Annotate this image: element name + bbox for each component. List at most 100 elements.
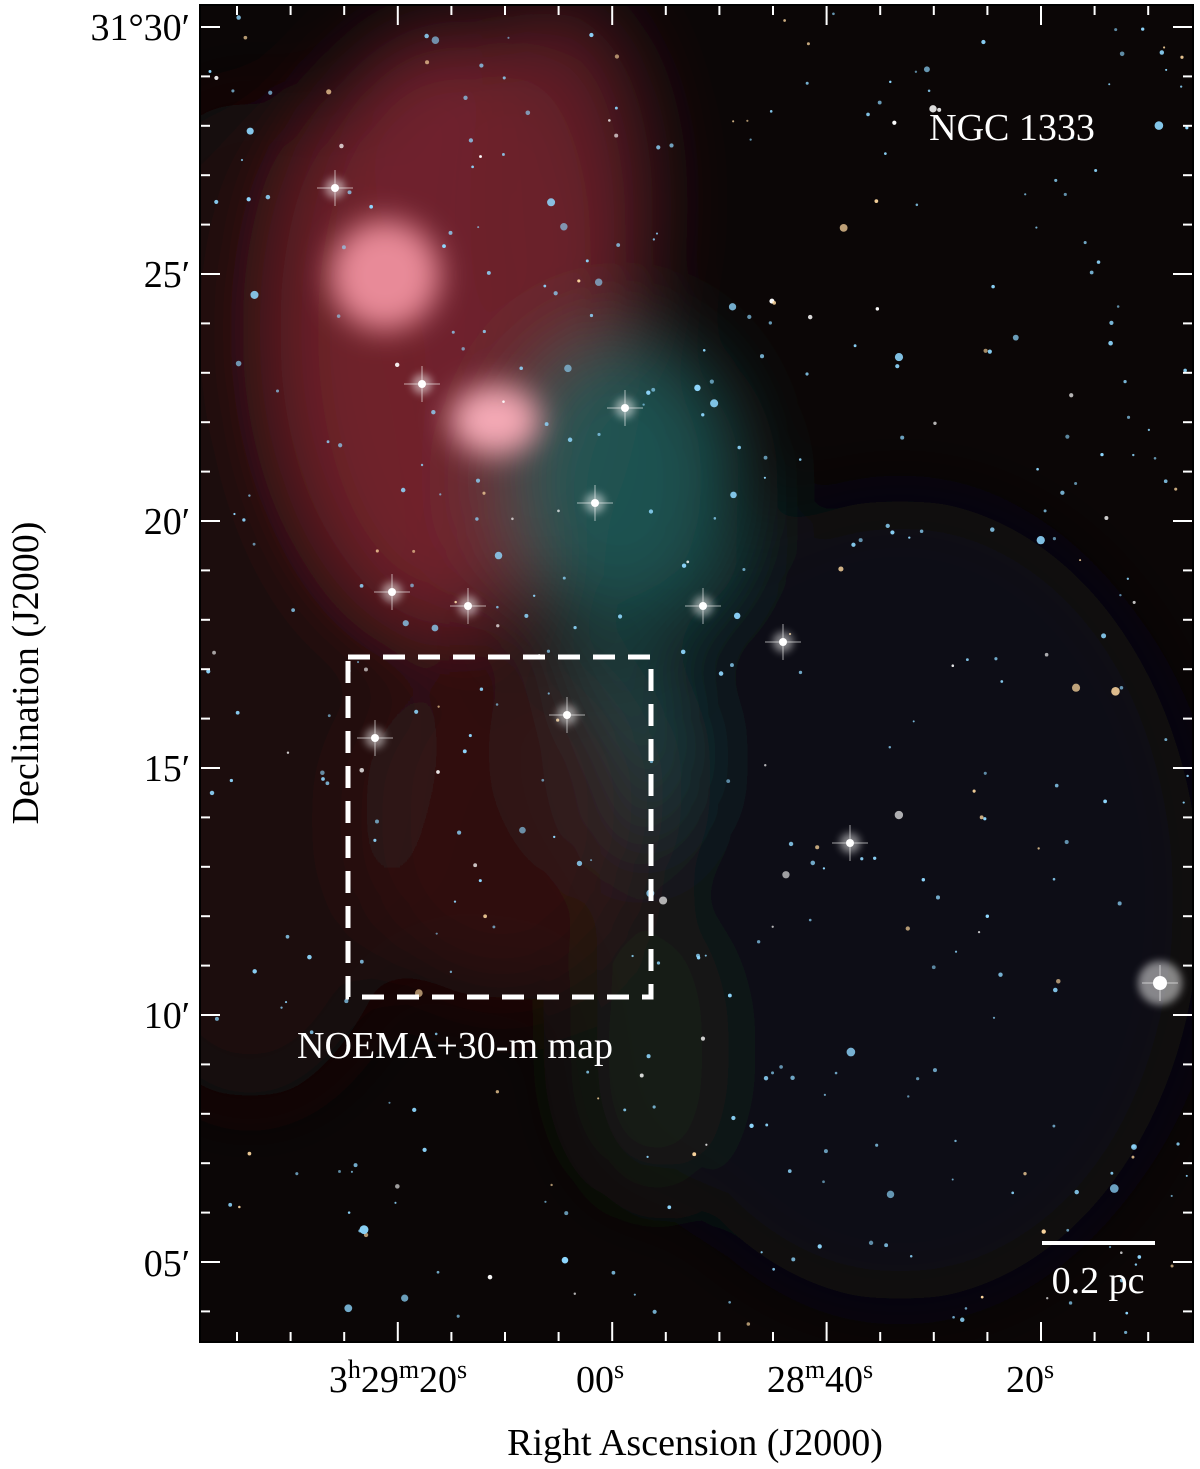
star (1068, 1301, 1073, 1305)
star (718, 671, 724, 676)
x-tick-label-value: 20 (419, 1359, 457, 1401)
ticks (200, 5, 1193, 1342)
star (875, 307, 880, 311)
star (252, 969, 257, 974)
star (1094, 169, 1098, 173)
star (1096, 260, 1101, 264)
star (233, 512, 236, 516)
star-core (699, 602, 707, 610)
star (868, 1240, 874, 1246)
star (937, 107, 942, 112)
nebula (200, 5, 1193, 1300)
star (1108, 340, 1113, 346)
star (810, 860, 816, 866)
y-tick-label: 10′ (144, 995, 190, 1037)
star (981, 39, 986, 45)
x-tick-label-value: 29 (361, 1359, 399, 1401)
star (972, 789, 976, 793)
x-tick-label-value: 3 (329, 1359, 348, 1401)
bright-star (577, 485, 613, 521)
star (908, 536, 911, 539)
star (921, 877, 926, 882)
star-core (464, 602, 472, 610)
star (471, 165, 474, 169)
star-core (591, 499, 599, 507)
star (998, 972, 1003, 977)
star (209, 790, 215, 796)
star (1065, 434, 1070, 439)
star (295, 1172, 299, 1176)
star (791, 1257, 796, 1262)
y-axis-title: Declination (J2000) (5, 522, 47, 825)
star (359, 767, 365, 773)
star (709, 379, 714, 384)
star (964, 1307, 968, 1310)
star (951, 664, 955, 668)
star (669, 143, 674, 148)
star (532, 594, 536, 598)
star (394, 1201, 397, 1204)
star (749, 138, 752, 141)
star (388, 1101, 391, 1104)
star (553, 291, 558, 296)
star (525, 110, 531, 116)
star (327, 714, 331, 718)
x-tick-label-unit: h (348, 1355, 361, 1384)
x-tick-label-unit: s (457, 1355, 467, 1384)
x-tick-label-unit: s (863, 1355, 873, 1384)
star (562, 576, 566, 580)
star-core (779, 638, 787, 646)
star (933, 421, 937, 425)
star (747, 314, 752, 320)
star (495, 1090, 500, 1094)
star (742, 567, 746, 572)
star (567, 437, 573, 443)
star (983, 771, 987, 775)
star (1083, 241, 1087, 245)
star (1186, 774, 1189, 778)
star (235, 710, 240, 715)
star (456, 1314, 460, 1318)
star (560, 223, 568, 231)
star (553, 835, 556, 839)
star (573, 1292, 577, 1295)
star (704, 954, 707, 957)
star (931, 965, 936, 970)
star (1174, 487, 1178, 491)
star (732, 120, 735, 123)
star (495, 703, 499, 706)
star (325, 781, 330, 786)
star (702, 349, 706, 352)
star (875, 1143, 879, 1147)
star (646, 1054, 651, 1059)
star (412, 1107, 417, 1113)
bright-star (357, 720, 393, 756)
star (783, 19, 786, 22)
star (1041, 1229, 1046, 1234)
bright-star (374, 574, 410, 610)
star (1108, 1245, 1112, 1249)
star (652, 238, 656, 241)
star (252, 542, 256, 546)
star (576, 860, 583, 867)
star (651, 387, 656, 392)
star (344, 1304, 353, 1313)
star (608, 119, 611, 122)
star (496, 624, 500, 628)
star (1035, 226, 1038, 229)
star (805, 81, 809, 85)
star (492, 925, 496, 929)
star (1052, 537, 1056, 541)
star (935, 895, 940, 900)
star (309, 1030, 314, 1035)
star (544, 1200, 547, 1203)
star (434, 1032, 438, 1036)
star (1110, 1171, 1114, 1175)
star (1071, 683, 1081, 692)
star (983, 817, 987, 821)
star (815, 845, 820, 850)
star (954, 950, 958, 953)
star (895, 364, 900, 369)
star (511, 517, 514, 521)
star (425, 60, 430, 65)
